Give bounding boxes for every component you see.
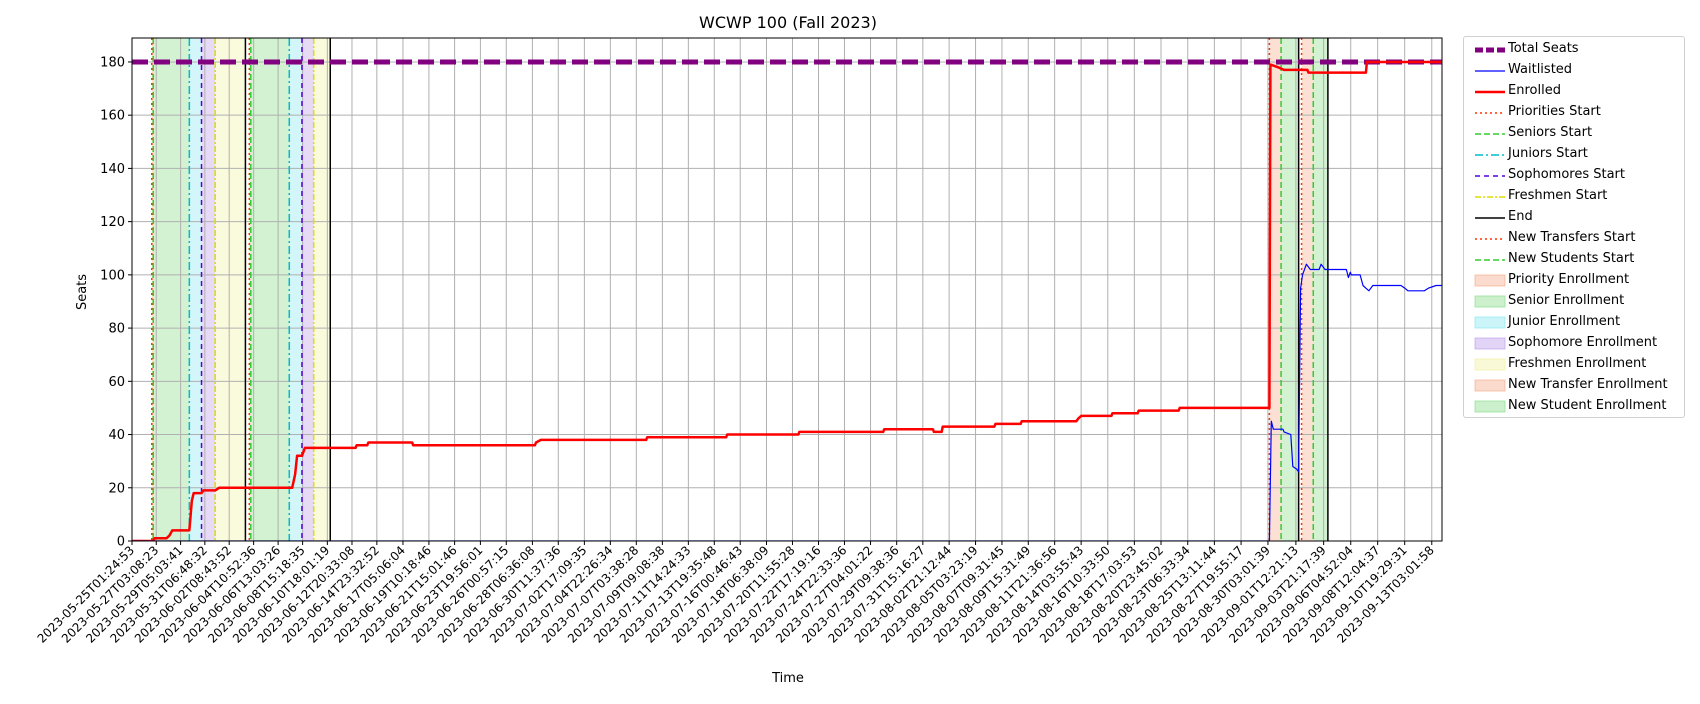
legend-item-end: End: [1464, 207, 1684, 228]
series-waitlisted: [132, 263, 1442, 541]
legend-label: Seniors Start: [1508, 125, 1593, 140]
y-ticks: 0 20 40 60 80 100 120 140 160 180: [100, 55, 132, 550]
x-axis-label: Time: [771, 671, 804, 686]
legend-item-freshmen-start: Freshmen Start: [1464, 186, 1684, 207]
legend-item-senior-enrollment: Senior Enrollment: [1464, 291, 1684, 312]
legend-item-new-transfers-start: New Transfers Start: [1464, 228, 1684, 249]
enrollment-span-7: [289, 38, 302, 541]
grid: [131, 38, 1442, 542]
legend-item-new-student-enrollment: New Student Enrollment: [1464, 396, 1684, 417]
y-tick-label-6: 120: [100, 215, 125, 230]
legend-label: New Student Enrollment: [1508, 398, 1667, 413]
legend-label: Priority Enrollment: [1508, 272, 1630, 287]
legend-label: Priorities Start: [1508, 104, 1601, 119]
legend-item-junior-enrollment: Junior Enrollment: [1464, 312, 1684, 333]
legend-label: New Transfer Enrollment: [1508, 377, 1668, 392]
legend-swatch: [1474, 337, 1506, 350]
legend-swatch: [1475, 259, 1505, 261]
legend-label: Total Seats: [1508, 41, 1579, 56]
legend-label: New Transfers Start: [1508, 230, 1636, 245]
legend-swatch: [1475, 217, 1505, 219]
legend-swatch: [1474, 316, 1506, 329]
legend-item-freshmen-enrollment: Freshmen Enrollment: [1464, 354, 1684, 375]
legend-item-total-seats: Total Seats: [1464, 39, 1684, 60]
legend-swatch: [1475, 133, 1505, 135]
legend-label: Junior Enrollment: [1508, 314, 1621, 329]
legend-item-priority-enrollment: Priority Enrollment: [1464, 270, 1684, 291]
chart-legend: Total Seats Waitlisted Enrolled Priorities …: [1463, 36, 1685, 418]
legend-swatch: [1475, 112, 1505, 114]
y-tick-label-5: 100: [100, 268, 125, 283]
legend-swatch: [1474, 379, 1506, 392]
legend-swatch: [1475, 90, 1505, 94]
legend-label: Enrolled: [1508, 83, 1561, 98]
enrollment-spans: [151, 38, 1328, 541]
enrollment-span-9: [313, 38, 331, 541]
enrollment-span-11: [1281, 38, 1299, 541]
y-tick-label-2: 40: [108, 428, 125, 443]
legend-item-enrolled: Enrolled: [1464, 81, 1684, 102]
legend-label: Senior Enrollment: [1508, 293, 1625, 308]
y-tick-label-9: 180: [100, 55, 125, 70]
x-ticks: 2023-05-25T01:24:532023-05-27T03:08:2320…: [35, 541, 1437, 646]
y-tick-label-3: 60: [108, 375, 125, 390]
legend-label: Sophomore Enrollment: [1508, 335, 1658, 350]
enrollment-span-1: [153, 38, 190, 541]
legend-swatch: [1475, 47, 1505, 53]
chart-title: WCWP 100 (Fall 2023): [699, 13, 877, 32]
enrollment-span-6: [250, 38, 290, 541]
legend-label: Freshmen Start: [1508, 188, 1608, 203]
enrollment-span-12: [1301, 38, 1314, 541]
legend-label: End: [1508, 209, 1533, 224]
legend-swatch: [1475, 154, 1505, 156]
period-markers: [151, 38, 1329, 541]
legend-item-seniors-start: Seniors Start: [1464, 123, 1684, 144]
legend-label: New Students Start: [1508, 251, 1635, 266]
legend-swatch: [1475, 196, 1505, 198]
legend-item-new-students-start: New Students Start: [1464, 249, 1684, 270]
legend-label: Sophomores Start: [1508, 167, 1625, 182]
legend-item-juniors-start: Juniors Start: [1464, 144, 1684, 165]
legend-swatch: [1475, 175, 1505, 177]
legend-item-priorities-start: Priorities Start: [1464, 102, 1684, 123]
enrollment-span-2: [189, 38, 202, 541]
legend-label: Freshmen Enrollment: [1508, 356, 1647, 371]
y-tick-label-1: 20: [108, 481, 125, 496]
enrollment-span-4: [215, 38, 246, 541]
y-tick-label-0: 0: [117, 535, 125, 550]
legend-item-sophomore-enrollment: Sophomore Enrollment: [1464, 333, 1684, 354]
y-tick-label-7: 140: [100, 162, 125, 177]
enrollment-span-10: [1269, 38, 1282, 541]
enrollment-span-3: [201, 38, 216, 541]
legend-swatch: [1474, 295, 1506, 308]
legend-item-new-transfer-enrollment: New Transfer Enrollment: [1464, 375, 1684, 396]
legend-item-waitlisted: Waitlisted: [1464, 60, 1684, 81]
plot-frame: [131, 37, 1443, 542]
y-axis-label: Seats: [75, 274, 90, 310]
legend-swatch: [1474, 358, 1506, 371]
legend-swatch: [1475, 238, 1505, 240]
legend-label: Juniors Start: [1508, 146, 1588, 161]
enrollment-span-13: [1313, 38, 1328, 541]
y-tick-label-4: 80: [108, 322, 125, 337]
y-tick-label-8: 160: [100, 109, 125, 124]
legend-swatch: [1474, 274, 1506, 287]
series: [132, 59, 1442, 541]
legend-swatch: [1475, 70, 1505, 72]
legend-swatch: [1474, 400, 1506, 413]
series-enrolled: [132, 60, 1442, 541]
legend-label: Waitlisted: [1508, 62, 1573, 77]
enrollment-span-8: [301, 38, 314, 541]
legend-item-sophomores-start: Sophomores Start: [1464, 165, 1684, 186]
